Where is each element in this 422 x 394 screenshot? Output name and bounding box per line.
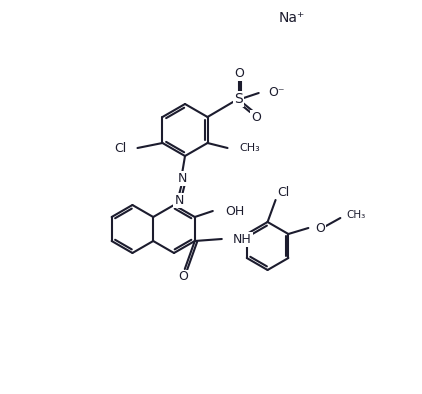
- Text: NH: NH: [233, 232, 252, 245]
- Text: N: N: [174, 193, 184, 206]
- Text: O⁻: O⁻: [269, 85, 285, 98]
- Text: S: S: [234, 92, 243, 106]
- Text: O: O: [251, 110, 261, 123]
- Text: Cl: Cl: [114, 141, 127, 154]
- Text: Na⁺: Na⁺: [279, 11, 305, 25]
- Text: O: O: [178, 271, 188, 284]
- Text: OH: OH: [225, 204, 244, 217]
- Text: CH₃: CH₃: [240, 143, 260, 153]
- Text: Cl: Cl: [278, 186, 290, 199]
- Text: O: O: [234, 67, 243, 80]
- Text: O: O: [315, 221, 325, 234]
- Text: N: N: [177, 171, 187, 184]
- Text: CH₃: CH₃: [346, 210, 365, 220]
